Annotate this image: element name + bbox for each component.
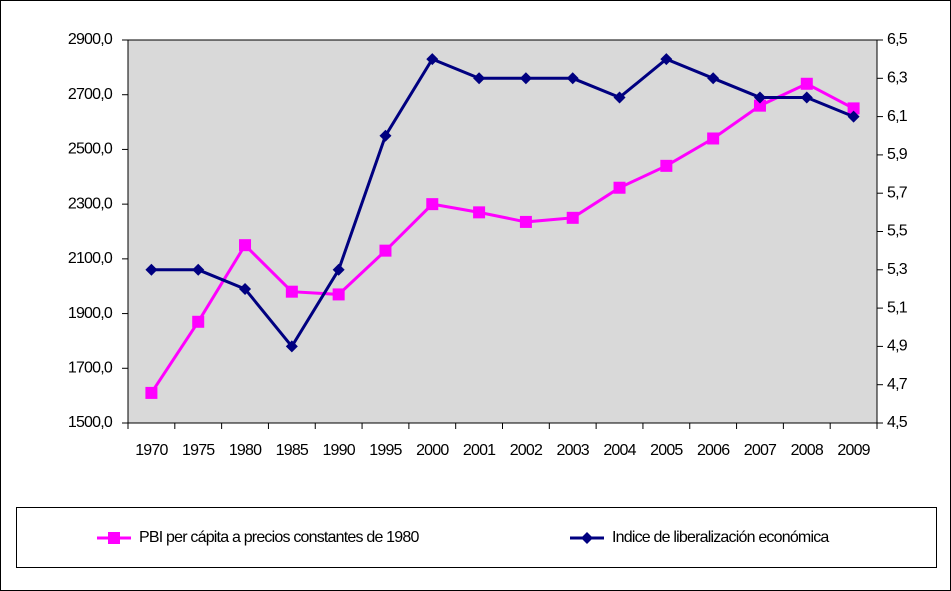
marker bbox=[285, 285, 298, 298]
x-tick-label: 2005 bbox=[650, 442, 683, 459]
x-tick-label: 2000 bbox=[416, 442, 449, 459]
marker bbox=[192, 263, 205, 276]
marker bbox=[239, 239, 252, 252]
legend-label: Indice de liberalización económica bbox=[612, 529, 829, 546]
y2-tick-label: 5,1 bbox=[887, 299, 908, 316]
marker bbox=[519, 215, 532, 228]
marker bbox=[753, 99, 766, 112]
x-tick-label: 2002 bbox=[510, 442, 543, 459]
marker bbox=[613, 181, 626, 194]
plot-area bbox=[127, 39, 878, 424]
marker bbox=[332, 288, 345, 301]
series-line bbox=[151, 57, 855, 349]
marker bbox=[707, 132, 720, 145]
legend-box bbox=[16, 507, 937, 568]
legend-label: PBI per cápita a precios constantes de 1… bbox=[139, 529, 419, 546]
marker bbox=[660, 159, 673, 172]
x-tick-label: 2009 bbox=[837, 442, 870, 459]
marker bbox=[566, 211, 579, 224]
marker bbox=[660, 53, 673, 66]
y2-tick-label: 5,5 bbox=[887, 223, 908, 240]
marker bbox=[379, 129, 392, 142]
y-tick-label: 2300,0 bbox=[68, 195, 113, 212]
marker bbox=[847, 102, 860, 115]
marker bbox=[566, 72, 579, 85]
x-tick-label: 1970 bbox=[135, 442, 168, 459]
x-tick-label: 1990 bbox=[322, 442, 355, 459]
marker bbox=[379, 244, 392, 257]
y2-tick-label: 4,9 bbox=[887, 338, 908, 355]
x-tick-label: 2004 bbox=[603, 442, 636, 459]
y-tick-label: 2900,0 bbox=[68, 31, 113, 48]
y-tick-label: 1900,0 bbox=[68, 305, 113, 322]
y-tick-label: 2500,0 bbox=[68, 141, 113, 158]
marker bbox=[239, 282, 252, 295]
marker bbox=[108, 532, 120, 544]
marker bbox=[192, 315, 205, 328]
marker bbox=[473, 72, 486, 85]
marker bbox=[800, 91, 813, 104]
x-tick-label: 2001 bbox=[463, 442, 496, 459]
marker bbox=[145, 263, 158, 276]
marker bbox=[753, 91, 766, 104]
x-tick-label: 1985 bbox=[276, 442, 309, 459]
x-tick-label: 2008 bbox=[791, 442, 824, 459]
marker bbox=[519, 72, 532, 85]
y2-tick-label: 6,3 bbox=[887, 70, 908, 87]
y-tick-label: 2100,0 bbox=[68, 250, 113, 267]
y2-tick-label: 6,5 bbox=[887, 31, 908, 48]
x-tick-label: 1975 bbox=[182, 442, 215, 459]
marker bbox=[581, 532, 593, 544]
marker bbox=[473, 206, 486, 219]
x-tick-label: 1995 bbox=[369, 442, 402, 459]
marker bbox=[613, 91, 626, 104]
y2-tick-label: 5,7 bbox=[887, 184, 908, 201]
series-line bbox=[150, 82, 855, 394]
marker bbox=[800, 77, 813, 90]
marker bbox=[847, 110, 860, 123]
y2-tick-label: 5,9 bbox=[887, 146, 908, 163]
marker bbox=[332, 263, 345, 276]
marker bbox=[145, 386, 158, 399]
y-tick-label: 1500,0 bbox=[68, 414, 113, 431]
y2-tick-label: 4,5 bbox=[887, 414, 908, 431]
y-tick-label: 1700,0 bbox=[68, 360, 113, 377]
x-tick-label: 2006 bbox=[697, 442, 730, 459]
x-tick-label: 2007 bbox=[744, 442, 777, 459]
marker bbox=[426, 198, 439, 211]
y2-tick-label: 5,3 bbox=[887, 261, 908, 278]
marker bbox=[426, 53, 439, 66]
y2-tick-label: 6,1 bbox=[887, 108, 908, 125]
x-tick-label: 2003 bbox=[557, 442, 590, 459]
x-tick-label: 1980 bbox=[229, 442, 262, 459]
y2-tick-label: 4,7 bbox=[887, 376, 908, 393]
y-tick-label: 2700,0 bbox=[68, 86, 113, 103]
marker bbox=[707, 72, 720, 85]
marker bbox=[285, 340, 298, 353]
